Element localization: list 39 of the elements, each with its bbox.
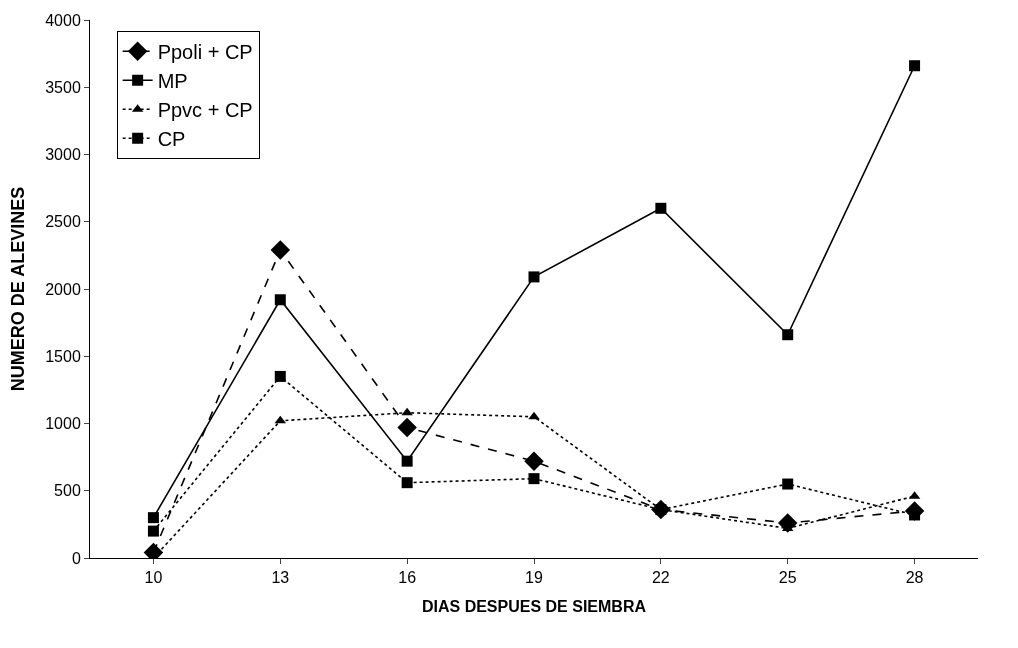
y-tick-label: 1500 [45, 347, 81, 365]
y-tick-label: 1000 [45, 415, 81, 433]
legend-label: Ppoli + CP [157, 41, 253, 64]
x-tick-label: 28 [905, 569, 924, 587]
point [274, 294, 286, 306]
point [274, 370, 286, 382]
point [909, 60, 921, 72]
point [397, 417, 417, 438]
y-tick-label: 3000 [45, 146, 81, 164]
legend-label: Ppvc + CP [157, 99, 253, 122]
x-tick-label: 13 [271, 569, 290, 587]
y-tick-label: 4000 [45, 11, 81, 29]
point [528, 411, 540, 420]
point [401, 455, 413, 467]
legend-label: MP [157, 70, 188, 93]
point [147, 525, 159, 537]
point [782, 329, 794, 341]
y-tick-label: 2000 [45, 280, 81, 298]
y-tick-label: 3500 [45, 78, 81, 96]
point [782, 478, 794, 490]
point [528, 473, 540, 485]
x-tick-label: 25 [778, 569, 797, 587]
point [270, 240, 291, 260]
x-tick-label: 22 [651, 569, 670, 587]
point [147, 512, 159, 524]
x-tick-label: 10 [144, 569, 163, 587]
y-tick-label: 0 [71, 549, 81, 567]
legend-label: CP [157, 128, 186, 151]
y-tick-label: 500 [54, 482, 81, 500]
point [528, 271, 540, 283]
y-tick-label: 2500 [45, 213, 81, 231]
y-axis-title: NUMERO DE ALEVINES [8, 186, 29, 392]
x-axis-title: DIAS DESPUES DE SIEMBRA [421, 597, 647, 615]
point [401, 407, 413, 416]
point [401, 477, 413, 489]
point [655, 202, 667, 214]
x-tick-label: 19 [525, 569, 543, 587]
x-tick-label: 16 [398, 569, 417, 587]
point [524, 451, 544, 471]
